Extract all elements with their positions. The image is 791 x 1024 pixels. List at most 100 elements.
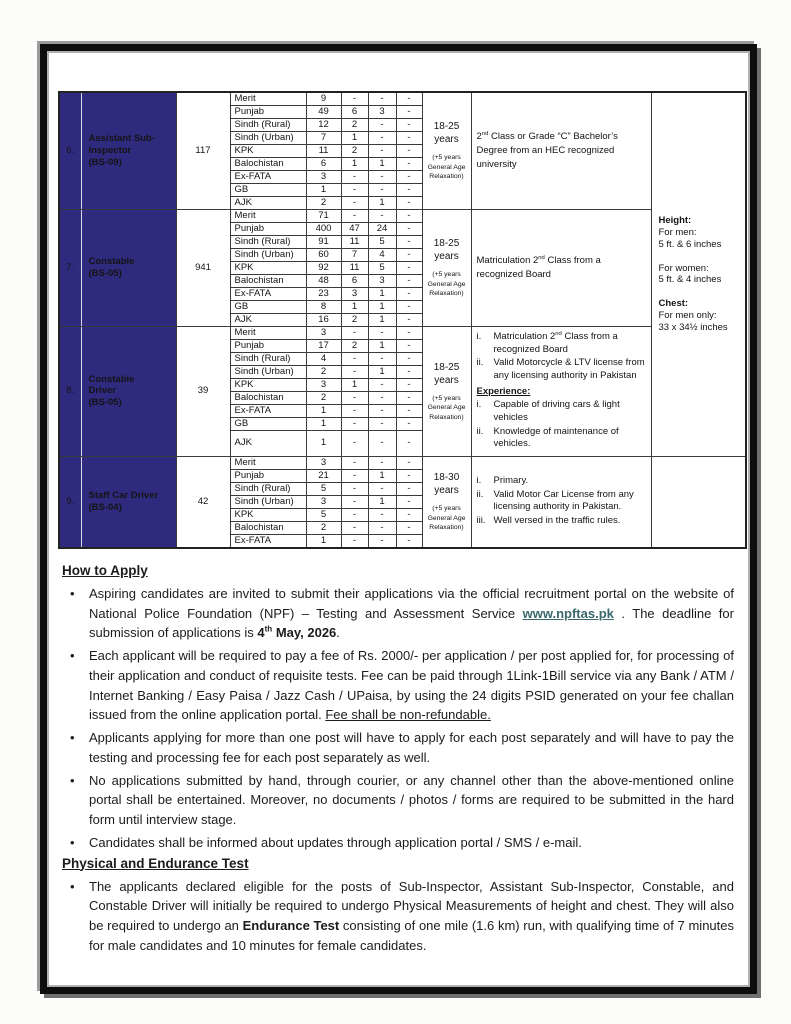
quota-value: 7 bbox=[340, 247, 369, 262]
quota-value: - bbox=[340, 416, 369, 431]
quota-value: 49 bbox=[305, 104, 342, 119]
quota-value: - bbox=[395, 143, 423, 158]
qualification-text: Matriculation 2nd Class from a recognize… bbox=[477, 254, 646, 282]
quota-value: - bbox=[367, 390, 397, 405]
quota-value: 7 bbox=[305, 130, 342, 145]
quota-value: - bbox=[367, 455, 397, 470]
quota-value: - bbox=[395, 91, 423, 106]
table-row: 7. Constable (BS-05) 941 Merit 71- - -18-25 yea… bbox=[58, 208, 746, 327]
quota-value: - bbox=[395, 351, 423, 366]
quota-value: 5 bbox=[367, 260, 397, 275]
region-name: Sindh (Urban) bbox=[229, 130, 307, 145]
quota-value: 1 bbox=[305, 182, 342, 197]
quota-value: - bbox=[395, 455, 423, 470]
quota-value: 400 bbox=[305, 221, 342, 236]
age-range: 18-30 years bbox=[433, 472, 460, 497]
item-marker: i. bbox=[476, 474, 482, 486]
quota-value: 60 bbox=[305, 247, 342, 262]
quota-value: 3 bbox=[305, 325, 342, 340]
qualification-item: i. Matriculation 2nd Class from a recogni… bbox=[477, 331, 646, 357]
table-row: KPK 3 1- - bbox=[59, 377, 746, 392]
text-segment: The applicants declared eligible for the… bbox=[89, 878, 734, 934]
quota-value: 1 bbox=[367, 195, 397, 210]
item-marker: i. bbox=[476, 398, 482, 410]
quota-value: - bbox=[367, 117, 397, 132]
quota-value: 47 bbox=[340, 221, 369, 236]
bullet-item: Applicants applying for more than one po… bbox=[62, 728, 734, 768]
region-name: Ex-FATA bbox=[229, 286, 307, 301]
quota-value: 1 bbox=[367, 299, 397, 314]
text-segment: nd bbox=[481, 131, 489, 138]
text-segment: 2 bbox=[476, 131, 482, 143]
region-name: Punjab bbox=[229, 338, 307, 353]
quota-value: - bbox=[367, 507, 397, 522]
quota-value: - bbox=[395, 130, 423, 145]
region-name: KPK bbox=[229, 260, 307, 275]
qualification-item: ii. Valid Motorcycle & LTV license from a… bbox=[477, 357, 646, 383]
quota-value: - bbox=[395, 104, 423, 119]
qualification-text: 2nd Class or Grade “C” Bachelor’s Degree… bbox=[477, 130, 646, 171]
text-segment: consisting of one mile (1.6 km) run, wit… bbox=[89, 918, 734, 953]
text-segment: . The deadline for submission of applica… bbox=[89, 605, 734, 641]
quota-value: 1 bbox=[367, 338, 397, 353]
region-name: Punjab bbox=[229, 221, 307, 236]
text-segment: Fee shall be non-refundable. bbox=[325, 707, 491, 723]
region-name: Sindh (Urban) bbox=[229, 247, 307, 262]
npftas-link[interactable]: www.npftas.pk bbox=[522, 605, 614, 621]
post-total-count: 941 bbox=[175, 208, 231, 327]
quota-value: 1 bbox=[367, 312, 397, 327]
quota-value: - bbox=[395, 507, 423, 522]
quota-value: - bbox=[340, 364, 369, 379]
quota-value: 21 bbox=[305, 468, 342, 483]
age-relaxation-note: (+5 years General Age Relaxation) bbox=[427, 154, 466, 181]
qualification-item: i. Primary. bbox=[477, 475, 646, 488]
post-number: 7. bbox=[58, 208, 82, 327]
text-segment: Knowledge of maintenance of vehicles. bbox=[493, 425, 619, 450]
quota-value: - bbox=[395, 403, 423, 418]
item-marker: ii. bbox=[476, 357, 484, 369]
region-name: Punjab bbox=[229, 104, 307, 119]
bullet-item: Candidates shall be informed about updat… bbox=[62, 833, 734, 853]
quota-value: - bbox=[367, 143, 397, 158]
quota-value: - bbox=[340, 91, 369, 106]
quota-value: - bbox=[395, 533, 423, 549]
quota-value: 1 bbox=[340, 156, 369, 171]
physical-standards-line: For women: bbox=[658, 262, 709, 274]
quota-value: - bbox=[340, 182, 369, 197]
quota-value: - bbox=[395, 377, 423, 392]
region-name: Merit bbox=[229, 455, 307, 470]
quota-value: 2 bbox=[305, 390, 342, 405]
table-row: 8. Constable Driver (BS-05) 39 Merit 3- - -18-25… bbox=[58, 325, 746, 457]
region-name: Sindh (Rural) bbox=[229, 234, 307, 249]
physical-standards-line: 5 ft. & 6 inches bbox=[658, 238, 722, 250]
table-row: GB 1- - - bbox=[59, 182, 746, 197]
region-name: Sindh (Rural) bbox=[229, 117, 307, 132]
age-limit-cell: 18-30 years (+5 years General Age Relaxat… bbox=[421, 455, 472, 549]
table-row: Ex-FATA 23 3 1- bbox=[59, 286, 746, 301]
item-marker: ii. bbox=[476, 488, 484, 500]
quota-value: 3 bbox=[367, 273, 397, 288]
post-title-line: Staff Car Driver bbox=[88, 489, 159, 501]
quota-value: - bbox=[367, 182, 397, 197]
post-title-line: (BS-05) bbox=[88, 397, 122, 409]
post-title-line: (BS-04) bbox=[88, 501, 122, 513]
quota-value: - bbox=[395, 338, 423, 353]
quota-value: 9 bbox=[305, 91, 342, 106]
quota-value: - bbox=[395, 364, 423, 379]
quota-value: 11 bbox=[340, 260, 369, 275]
post-number: 9. bbox=[58, 455, 82, 549]
age-range: 18-25 years bbox=[433, 361, 460, 386]
post-title-line: (BS-09) bbox=[88, 156, 122, 168]
text-segment: May, 2026 bbox=[272, 625, 337, 641]
text-segment: Capable of driving cars & light vehicles bbox=[493, 398, 620, 423]
quota-value: - bbox=[395, 520, 423, 535]
region-name: Sindh (Rural) bbox=[229, 351, 307, 366]
quota-value: - bbox=[367, 533, 397, 549]
quota-value: - bbox=[340, 507, 369, 522]
region-name: AJK bbox=[229, 312, 307, 327]
quota-value: 1 bbox=[367, 364, 397, 379]
quota-value: 92 bbox=[305, 260, 342, 275]
quota-value: - bbox=[395, 273, 423, 288]
post-title-line: Assistant Sub- bbox=[88, 133, 156, 145]
